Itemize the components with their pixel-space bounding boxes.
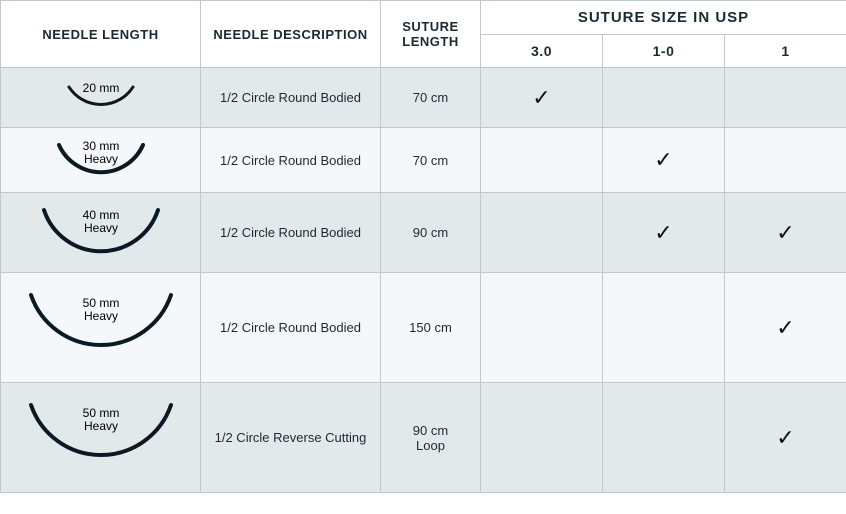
- size-cell: ✓: [725, 273, 846, 383]
- table-row: 30 mm Heavy 1/2 Circle Round Bodied70 cm…: [1, 128, 846, 193]
- size-cell: [481, 193, 603, 273]
- size-cell: ✓: [725, 193, 846, 273]
- size-cell: ✓: [603, 128, 725, 193]
- suture-table: NEEDLE LENGTH NEEDLE DESCRIPTION SUTURE …: [0, 0, 846, 493]
- needle-description-cell: 1/2 Circle Reverse Cutting: [201, 383, 381, 493]
- size-cell: [603, 383, 725, 493]
- table-body: 20 mm 1/2 Circle Round Bodied70 cm✓ 30 m…: [1, 68, 846, 493]
- size-cell: ✓: [725, 383, 846, 493]
- suture-length-cell: 70 cm: [381, 68, 481, 128]
- table-row: 50 mm Heavy 1/2 Circle Reverse Cutting90…: [1, 383, 846, 493]
- size-cell: [481, 128, 603, 193]
- check-icon: ✓: [654, 147, 672, 172]
- svg-text:40 mm: 40 mm: [82, 208, 119, 222]
- size-cell: [481, 273, 603, 383]
- svg-text:Heavy: Heavy: [83, 309, 117, 323]
- needle-description-cell: 1/2 Circle Round Bodied: [201, 273, 381, 383]
- table-header: NEEDLE LENGTH NEEDLE DESCRIPTION SUTURE …: [1, 1, 846, 68]
- needle-arc-icon: 50 mm Heavy: [16, 289, 186, 367]
- col-size-2: 1: [725, 35, 846, 68]
- needle-length-cell: 50 mm Heavy: [1, 273, 201, 383]
- needle-length-cell: 50 mm Heavy: [1, 383, 201, 493]
- suture-length-cell: 150 cm: [381, 273, 481, 383]
- needle-arc-icon: 50 mm Heavy: [16, 399, 186, 477]
- suture-length-cell: 90 cm: [381, 193, 481, 273]
- size-cell: [603, 68, 725, 128]
- svg-text:50 mm: 50 mm: [82, 406, 119, 420]
- check-icon: ✓: [776, 220, 794, 245]
- needle-description-cell: 1/2 Circle Round Bodied: [201, 193, 381, 273]
- check-icon: ✓: [776, 425, 794, 450]
- suture-length-cell: 70 cm: [381, 128, 481, 193]
- size-cell: [481, 383, 603, 493]
- svg-text:Heavy: Heavy: [83, 419, 117, 433]
- size-cell: [725, 68, 846, 128]
- check-icon: ✓: [532, 85, 550, 110]
- col-needle-length: NEEDLE LENGTH: [1, 1, 201, 68]
- needle-arc-icon: 20 mm: [51, 81, 151, 115]
- svg-text:Heavy: Heavy: [83, 221, 117, 235]
- col-usp-title: SUTURE SIZE IN USP: [481, 1, 846, 35]
- needle-arc-icon: 30 mm Heavy: [41, 139, 161, 181]
- needle-arc-icon: 40 mm Heavy: [26, 204, 176, 262]
- table-row: 50 mm Heavy 1/2 Circle Round Bodied150 c…: [1, 273, 846, 383]
- col-needle-description: NEEDLE DESCRIPTION: [201, 1, 381, 68]
- size-cell: ✓: [481, 68, 603, 128]
- size-cell: [725, 128, 846, 193]
- needle-description-cell: 1/2 Circle Round Bodied: [201, 128, 381, 193]
- svg-text:50 mm: 50 mm: [82, 296, 119, 310]
- suture-length-cell: 90 cmLoop: [381, 383, 481, 493]
- svg-text:30 mm: 30 mm: [82, 139, 119, 153]
- needle-description-cell: 1/2 Circle Round Bodied: [201, 68, 381, 128]
- col-size-0: 3.0: [481, 35, 603, 68]
- needle-length-cell: 20 mm: [1, 68, 201, 128]
- table-row: 40 mm Heavy 1/2 Circle Round Bodied90 cm…: [1, 193, 846, 273]
- needle-length-cell: 30 mm Heavy: [1, 128, 201, 193]
- col-size-1: 1-0: [603, 35, 725, 68]
- table-row: 20 mm 1/2 Circle Round Bodied70 cm ✓: [1, 68, 846, 128]
- check-icon: ✓: [654, 220, 672, 245]
- svg-text:20 mm: 20 mm: [82, 81, 119, 95]
- check-icon: ✓: [776, 315, 794, 340]
- size-cell: ✓: [603, 193, 725, 273]
- col-suture-length: SUTURE LENGTH: [381, 1, 481, 68]
- svg-text:Heavy: Heavy: [83, 152, 117, 166]
- needle-length-cell: 40 mm Heavy: [1, 193, 201, 273]
- size-cell: [603, 273, 725, 383]
